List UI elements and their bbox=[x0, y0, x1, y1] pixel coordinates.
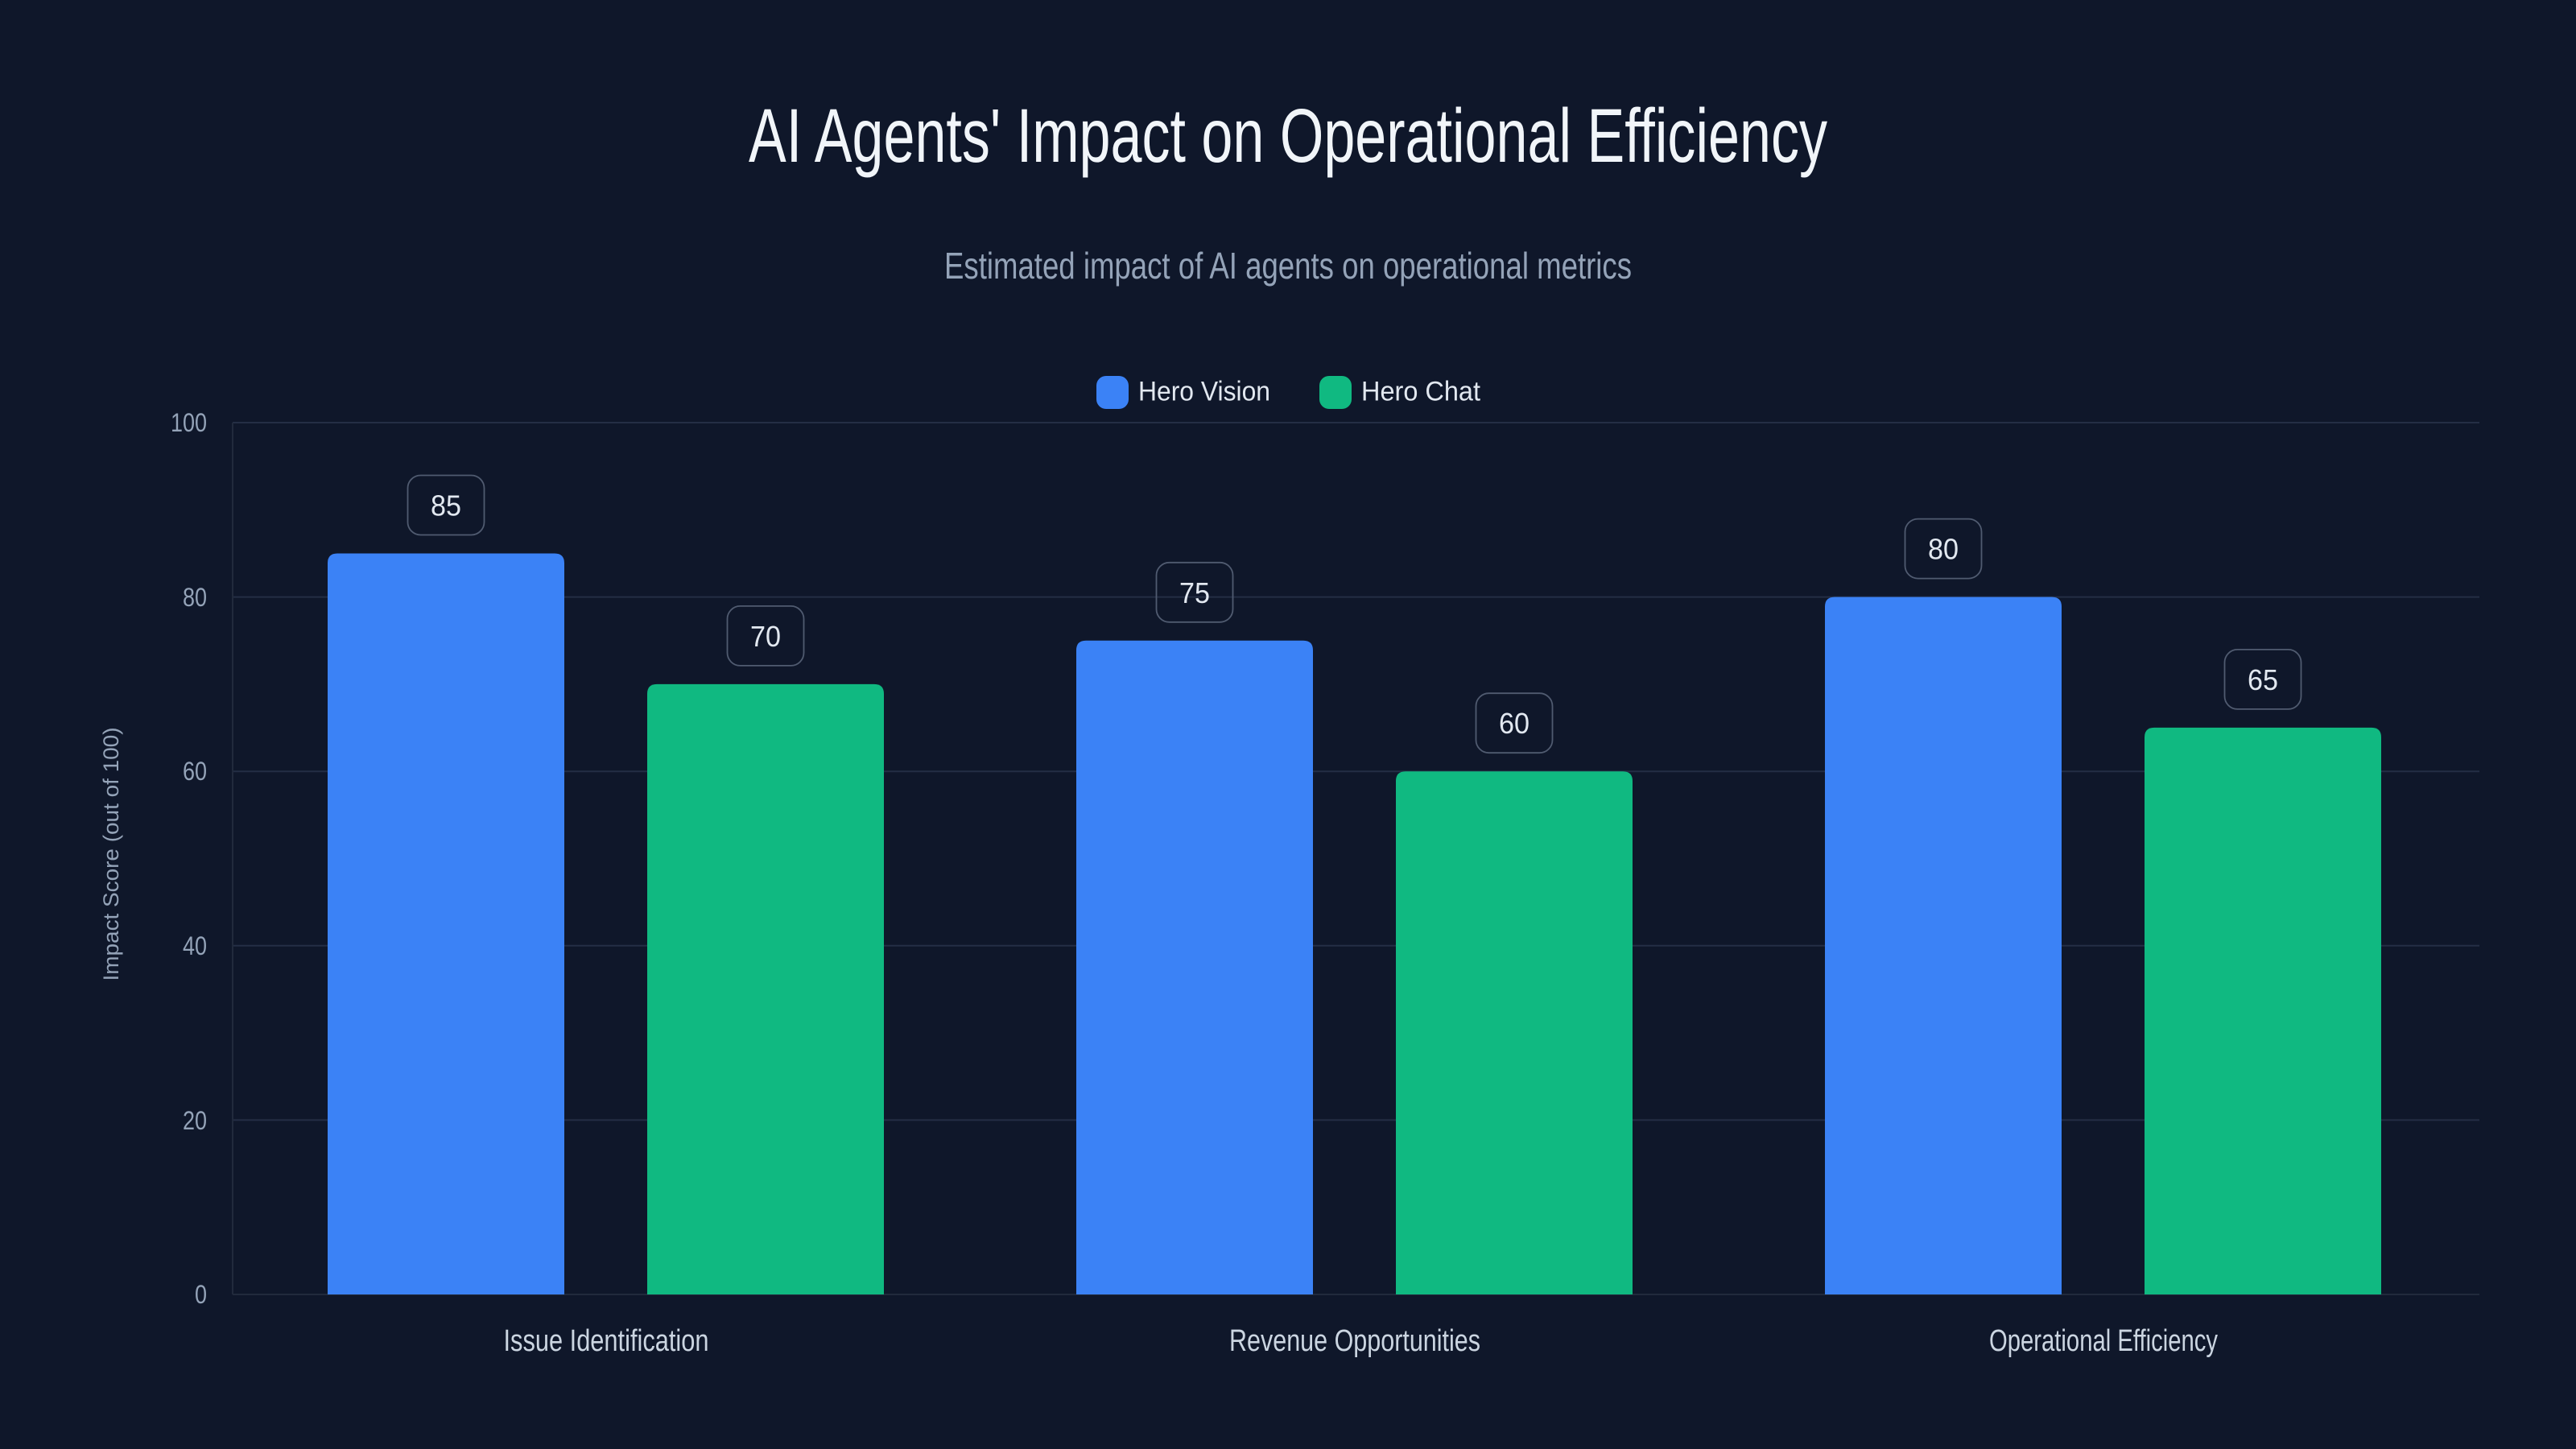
svg-text:85: 85 bbox=[431, 489, 461, 522]
svg-text:Revenue Opportunities: Revenue Opportunities bbox=[1229, 1324, 1480, 1358]
svg-text:80: 80 bbox=[1928, 533, 1959, 566]
svg-text:40: 40 bbox=[183, 931, 207, 960]
svg-text:Hero Chat: Hero Chat bbox=[1361, 377, 1481, 407]
svg-text:75: 75 bbox=[1179, 576, 1210, 609]
svg-text:Issue Identification: Issue Identification bbox=[504, 1324, 709, 1358]
svg-text:AI Agents' Impact on Operation: AI Agents' Impact on Operational Efficie… bbox=[749, 93, 1827, 179]
svg-text:60: 60 bbox=[1499, 707, 1530, 740]
svg-text:60: 60 bbox=[183, 757, 207, 786]
svg-text:Operational Efficiency: Operational Efficiency bbox=[1989, 1324, 2218, 1358]
svg-text:65: 65 bbox=[2248, 663, 2278, 696]
svg-text:70: 70 bbox=[750, 620, 781, 653]
svg-text:0: 0 bbox=[195, 1280, 207, 1309]
svg-text:Hero Vision: Hero Vision bbox=[1138, 377, 1270, 407]
svg-text:Estimated impact of AI agents: Estimated impact of AI agents on operati… bbox=[944, 245, 1632, 287]
svg-text:100: 100 bbox=[171, 408, 207, 437]
svg-text:20: 20 bbox=[183, 1106, 207, 1135]
svg-text:80: 80 bbox=[183, 583, 207, 612]
svg-text:Impact Score (out of 100): Impact Score (out of 100) bbox=[99, 728, 123, 981]
